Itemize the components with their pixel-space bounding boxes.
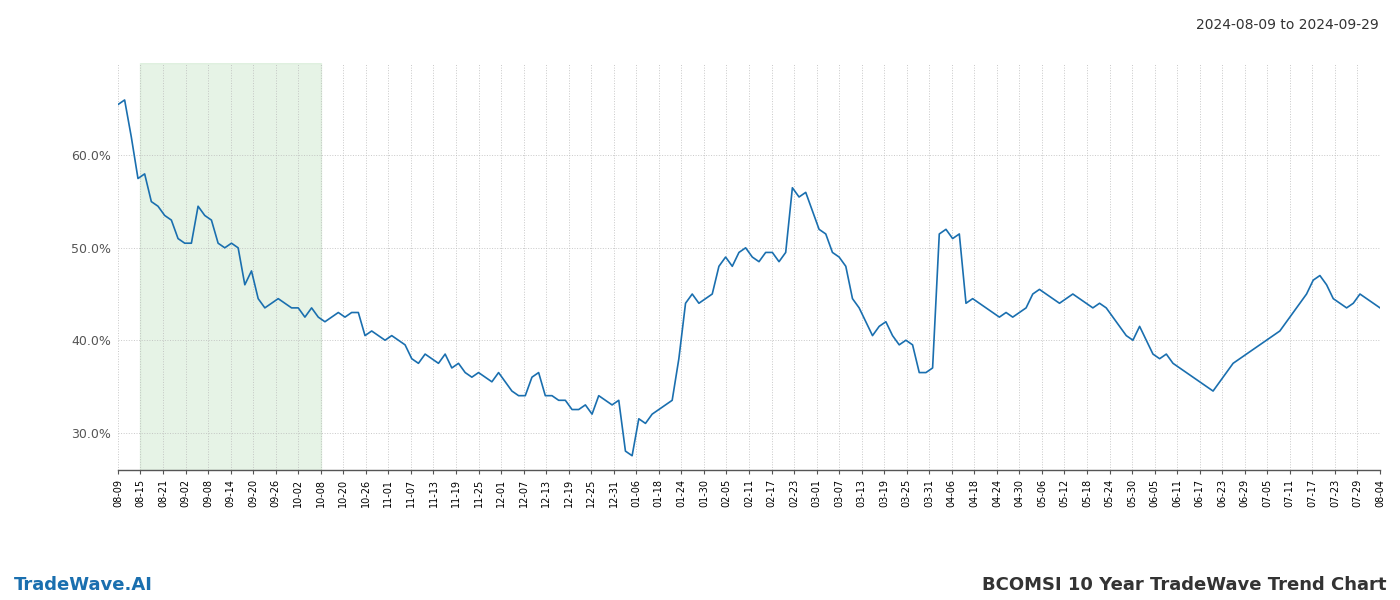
- Text: 2024-08-09 to 2024-09-29: 2024-08-09 to 2024-09-29: [1196, 18, 1379, 32]
- Text: TradeWave.AI: TradeWave.AI: [14, 576, 153, 594]
- Text: BCOMSI 10 Year TradeWave Trend Chart: BCOMSI 10 Year TradeWave Trend Chart: [981, 576, 1386, 594]
- Bar: [140, 63, 321, 470]
